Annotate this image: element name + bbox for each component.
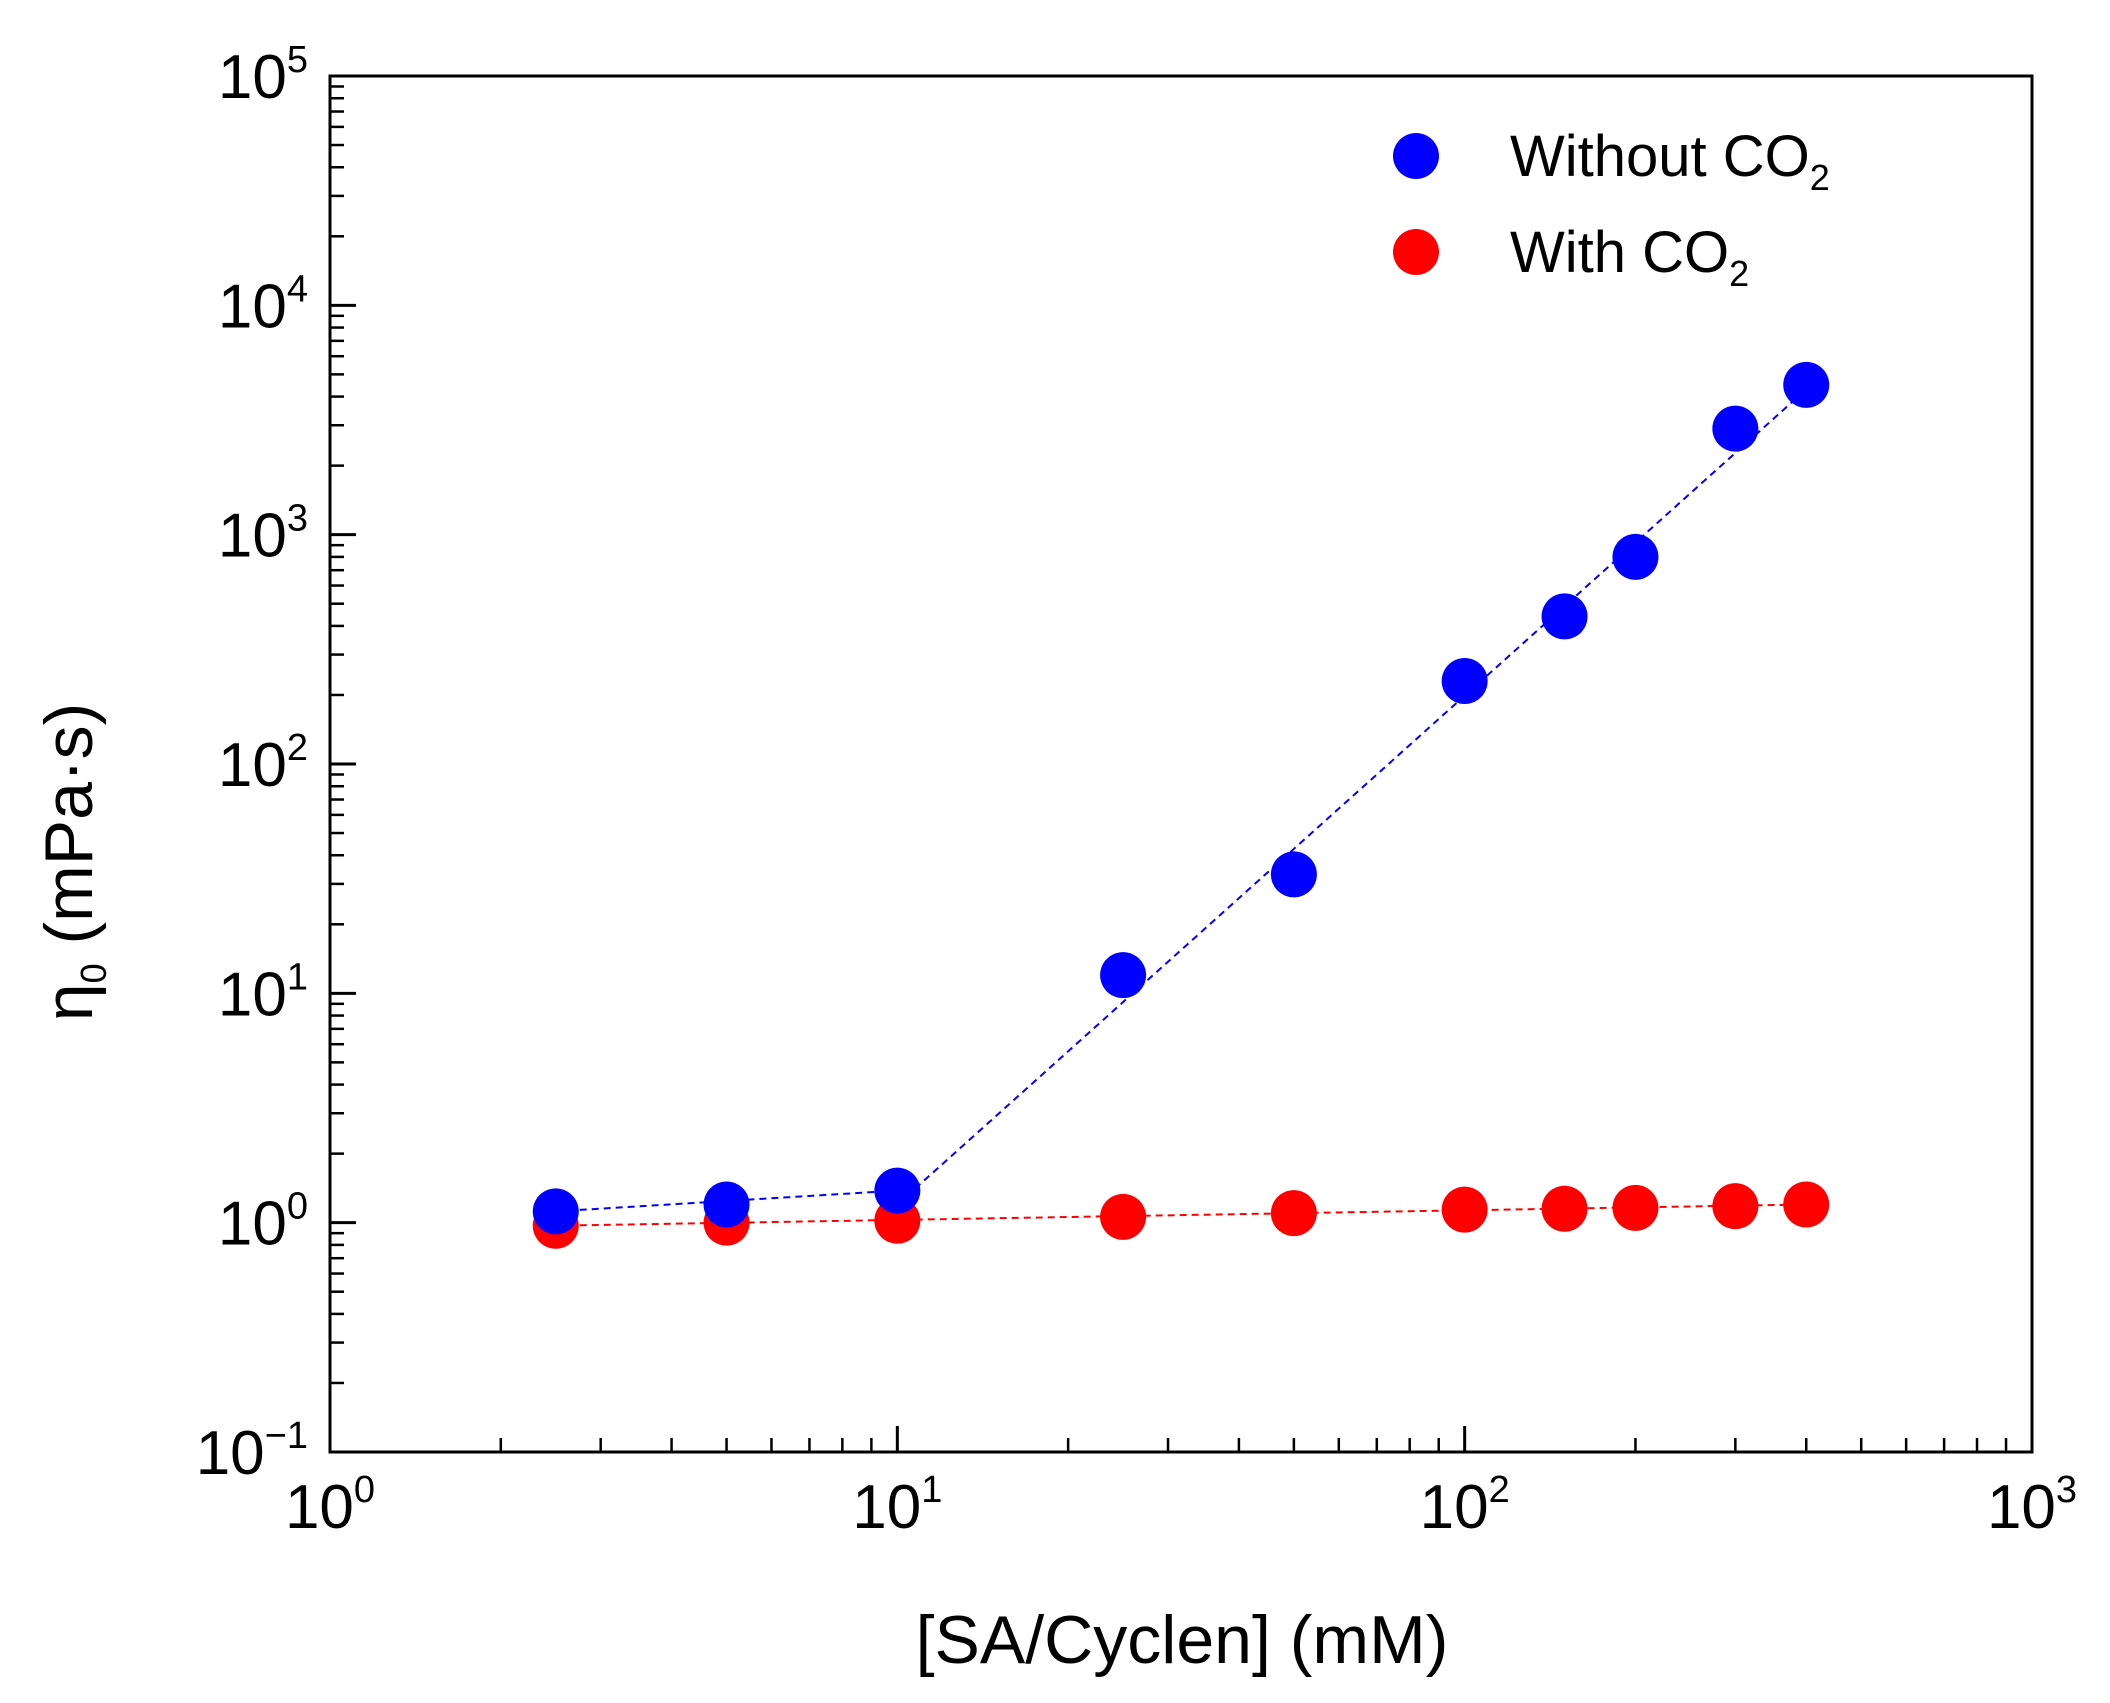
x-axis-label: [SA/Cyclen] (mM) [916,1602,1449,1678]
data-point [1270,1190,1317,1237]
data-points [532,361,1830,1249]
y-tick-label: 104 [218,268,308,341]
data-point [1541,1185,1588,1232]
data-point [1783,361,1830,408]
legend-marker [1393,133,1439,179]
legend-label: Without CO2 [1510,124,1830,198]
legend-marker [1393,229,1439,275]
svg-text:η0 (mPa·s): η0 (mPa·s) [31,703,114,1022]
y-axis-label-sub: 0 [73,963,114,983]
y-tick-label: 105 [218,39,308,112]
legend: Without CO2 With CO2 [1393,124,1830,294]
y-tick-label: 101 [218,956,308,1029]
fit-lines [555,388,1807,1227]
y-tick-label: 10−1 [196,1415,308,1488]
data-point [1270,851,1317,898]
data-point [1100,952,1147,999]
y-tick-label: 102 [218,727,308,800]
y-tick-label: 100 [218,1186,308,1259]
data-point [1541,593,1588,640]
data-point [1612,533,1659,580]
plot-area [328,74,2034,1454]
plot-frame [328,74,2034,1454]
data-point [532,1188,579,1235]
data-point [874,1167,921,1214]
y-axis-label: η0 (mPa·s) [31,703,114,1022]
data-point [1712,1183,1759,1230]
data-point [1441,658,1488,705]
x-tick-label: 101 [852,1469,942,1542]
x-tick-label: 102 [1420,1469,1510,1542]
y-axis-label-main: η [31,983,107,1021]
data-point [1441,1186,1488,1233]
legend-label: With CO2 [1510,220,1749,294]
x-tick-label: 103 [1987,1469,2077,1542]
fit-line [555,1203,1807,1227]
y-tick-label: 103 [218,498,308,571]
x-tick-label: 100 [285,1469,375,1542]
data-point [1612,1184,1659,1231]
data-point [1712,405,1759,452]
data-point [703,1181,750,1228]
fit-line [896,388,1807,1206]
y-axis-label-unit: (mPa·s) [31,703,107,964]
data-point [1100,1193,1147,1240]
data-point [1783,1181,1830,1228]
